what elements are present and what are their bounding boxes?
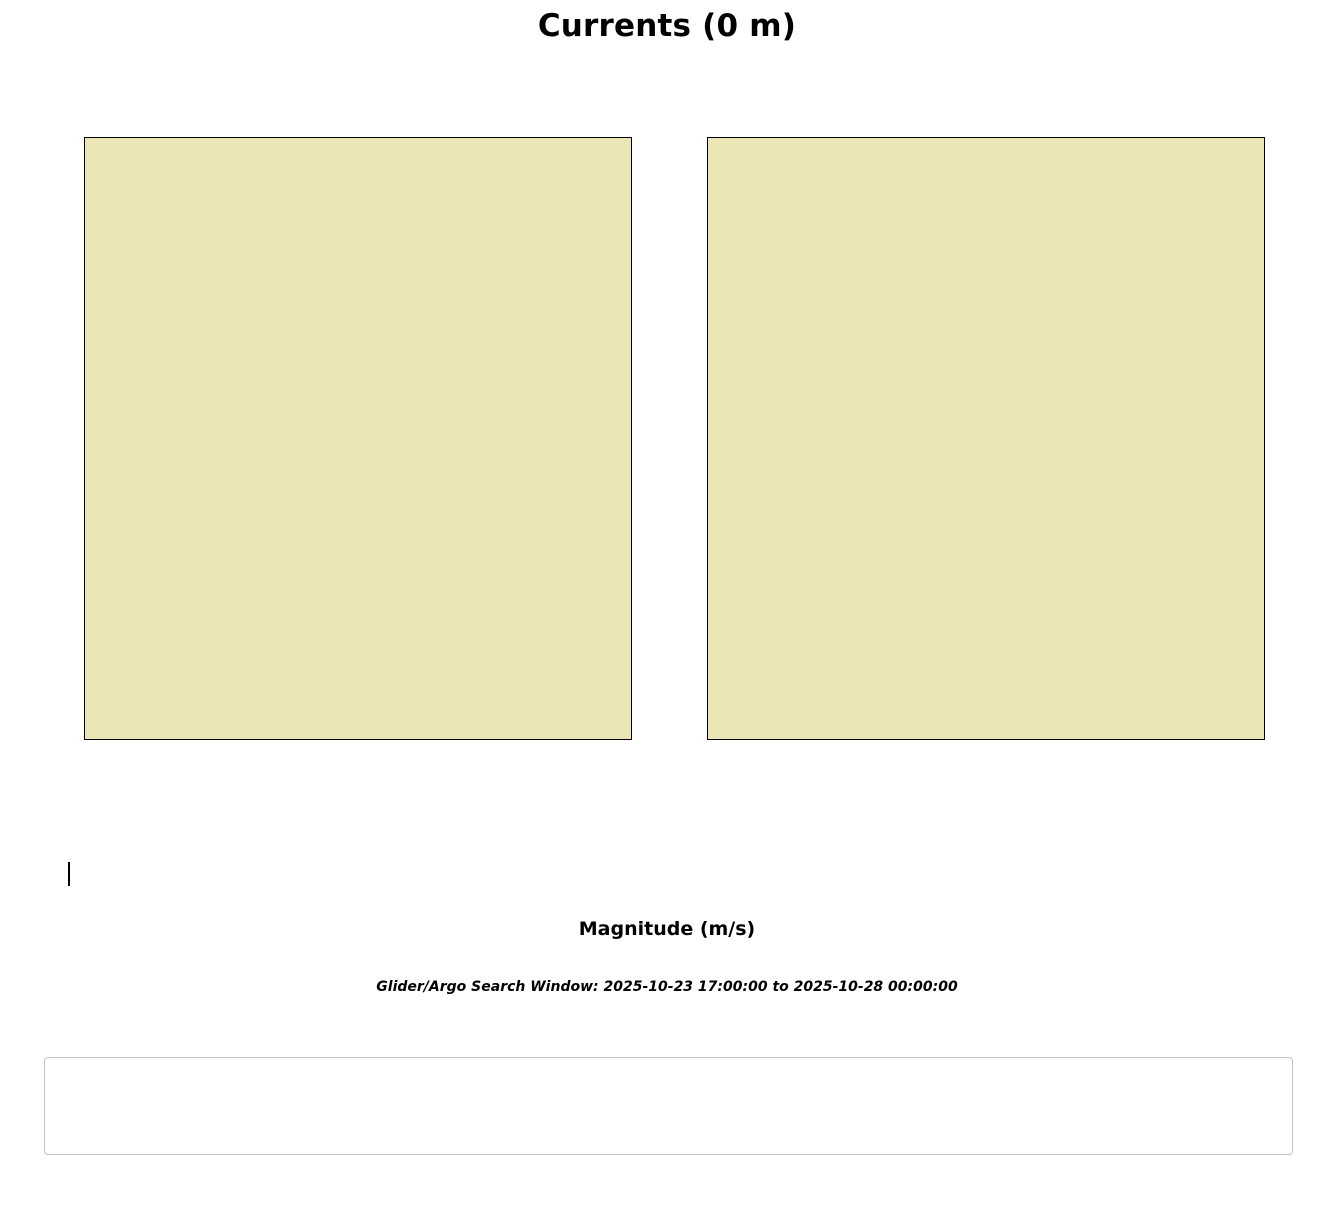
colorbar: [68, 862, 1266, 886]
colorbar-gradient: [68, 862, 70, 886]
legend[interactable]: [44, 1057, 1293, 1155]
colorbar-extend-arrow: [68, 861, 368, 888]
map-panel-espc[interactable]: ESPC - 2025-10-28T00:00Z: [707, 137, 1265, 740]
search-window-caption: Glider/Argo Search Window: 2025-10-23 17…: [376, 979, 958, 995]
map-canvas-rtofs: [85, 138, 631, 739]
map-panel-rtofs[interactable]: RTOFS - 2025-10-28T00:00Z: [84, 137, 632, 740]
map-canvas-espc: [708, 138, 1264, 739]
page-title: Currents (0 m): [537, 8, 797, 44]
colorbar-label: Magnitude (m/s): [578, 918, 756, 940]
current-field-rtofs: [85, 138, 631, 739]
current-field-espc: [708, 138, 1264, 739]
